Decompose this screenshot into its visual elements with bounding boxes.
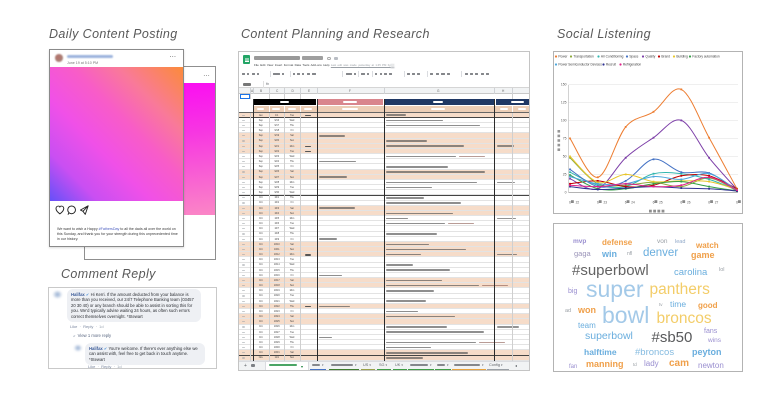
svg-text:125: 125: [561, 101, 567, 105]
svg-text:23: 23: [603, 200, 607, 204]
svg-text:Recruit: Recruit: [606, 63, 616, 67]
svg-text:Brand: Brand: [661, 55, 670, 59]
svg-text:Power: Power: [558, 55, 568, 59]
svg-text:6: 6: [653, 200, 655, 204]
svg-text:100: 100: [561, 119, 567, 123]
svg-text:22: 22: [576, 200, 580, 204]
svg-text:Factory automation: Factory automation: [692, 55, 720, 59]
svg-text:6: 6: [569, 200, 571, 204]
svg-text:Refrigeration: Refrigeration: [623, 63, 641, 67]
svg-text:6: 6: [680, 200, 682, 204]
svg-text:25: 25: [659, 200, 663, 204]
svg-text:6: 6: [736, 200, 738, 204]
svg-text:Air Conditioning: Air Conditioning: [601, 55, 624, 59]
svg-text:Building: Building: [676, 55, 688, 59]
svg-text:27: 27: [715, 200, 719, 204]
svg-text:6: 6: [625, 200, 627, 204]
svg-text:6: 6: [708, 200, 710, 204]
svg-text:26: 26: [687, 200, 691, 204]
svg-text:6: 6: [597, 200, 599, 204]
svg-text:0: 0: [565, 191, 567, 195]
svg-text:25: 25: [563, 173, 567, 177]
svg-text:50: 50: [563, 155, 567, 159]
svg-text:150: 150: [561, 83, 567, 87]
svg-text:Quality: Quality: [645, 55, 655, 59]
svg-text:Power Semiconductor Devices: Power Semiconductor Devices: [558, 63, 602, 67]
svg-text:75: 75: [563, 137, 567, 141]
svg-text:Transportation: Transportation: [573, 55, 594, 59]
svg-text:24: 24: [631, 200, 635, 204]
svg-text:Space: Space: [629, 55, 638, 59]
